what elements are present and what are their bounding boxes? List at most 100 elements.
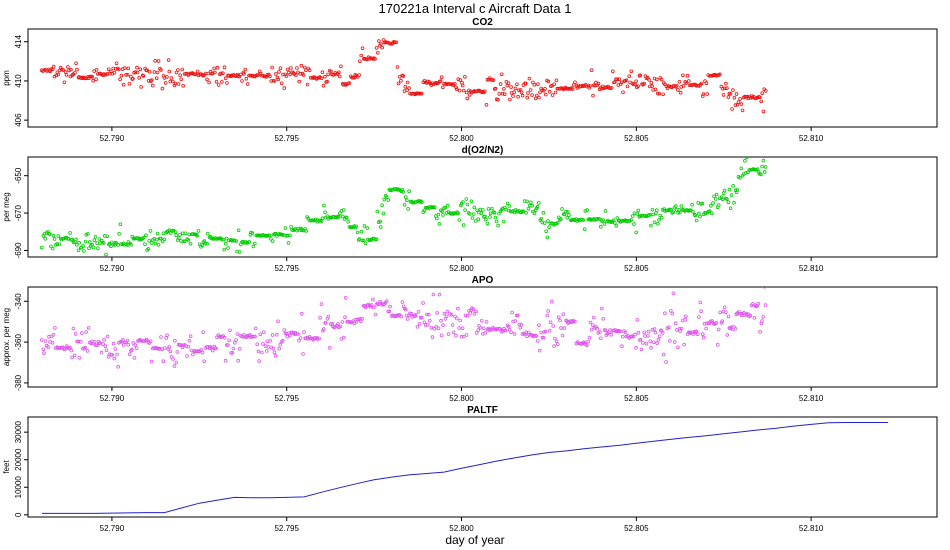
data-point — [281, 72, 285, 77]
data-point — [425, 312, 429, 317]
data-point — [508, 97, 512, 102]
data-point — [684, 81, 689, 85]
data-point — [561, 312, 566, 317]
data-point — [726, 314, 731, 319]
data-point — [336, 70, 341, 75]
data-point — [236, 228, 241, 233]
data-point — [435, 311, 440, 315]
data-point — [321, 83, 326, 88]
data-point — [354, 224, 359, 229]
data-point — [581, 218, 586, 222]
data-point — [393, 40, 397, 44]
data-point — [503, 328, 508, 333]
data-point — [678, 329, 682, 333]
data-point — [759, 172, 763, 177]
data-point — [431, 205, 436, 210]
data-point — [118, 77, 122, 81]
panel-title: PALTF — [467, 405, 498, 416]
data-point — [168, 349, 173, 354]
data-point — [554, 339, 559, 344]
data-point — [602, 222, 607, 226]
data-point — [573, 80, 577, 85]
data-point — [728, 92, 733, 96]
data-point — [599, 306, 604, 311]
data-point — [476, 88, 481, 93]
data-point — [481, 208, 485, 212]
data-point — [188, 334, 193, 339]
data-point — [505, 201, 510, 206]
data-point — [732, 96, 737, 100]
data-point — [511, 319, 515, 324]
data-point — [148, 229, 153, 233]
data-point — [562, 212, 567, 217]
data-point — [506, 81, 511, 85]
data-point — [486, 207, 491, 211]
data-point — [603, 209, 608, 213]
data-point — [502, 326, 506, 331]
data-point — [541, 210, 546, 215]
data-point — [215, 65, 220, 70]
data-point — [679, 326, 684, 331]
data-point — [138, 67, 143, 71]
data-point — [630, 214, 635, 218]
data-point — [473, 219, 478, 223]
data-point — [105, 334, 110, 339]
data-point — [56, 72, 61, 77]
panel-title: CO2 — [472, 17, 493, 28]
data-point — [342, 335, 346, 340]
data-point — [336, 322, 340, 326]
data-point — [70, 237, 75, 242]
x-tick-label: 52.805 — [624, 524, 649, 533]
data-point — [231, 346, 236, 351]
data-point — [524, 330, 529, 335]
data-point — [338, 211, 342, 216]
data-point — [42, 351, 46, 356]
data-point — [550, 93, 555, 97]
data-point — [601, 316, 605, 321]
data-point — [456, 211, 460, 216]
data-point — [673, 321, 678, 326]
data-point — [91, 245, 96, 250]
data-point — [43, 236, 47, 241]
data-point — [270, 333, 275, 337]
data-point — [313, 217, 318, 222]
data-point — [439, 318, 443, 323]
data-point — [377, 39, 381, 43]
x-tick-label: 52.800 — [449, 134, 474, 143]
data-point — [52, 237, 57, 241]
data-point — [358, 59, 362, 64]
data-point — [304, 229, 309, 233]
data-point — [319, 302, 324, 306]
data-point — [50, 340, 55, 345]
data-point — [425, 79, 430, 84]
data-point — [94, 77, 98, 81]
data-point — [565, 216, 570, 220]
data-point — [546, 219, 550, 223]
data-point — [70, 355, 74, 360]
data-point — [304, 68, 308, 72]
data-point — [761, 158, 766, 163]
data-point — [180, 67, 185, 72]
data-point — [100, 238, 104, 243]
data-point — [551, 324, 555, 328]
data-point — [559, 326, 563, 330]
data-point — [442, 311, 447, 316]
data-point — [543, 92, 548, 97]
data-point — [92, 340, 97, 344]
data-point — [526, 91, 530, 95]
x-tick-label: 52.790 — [100, 394, 125, 403]
data-point — [268, 233, 272, 238]
data-point — [509, 330, 513, 335]
data-point — [264, 74, 269, 79]
data-point — [585, 208, 589, 212]
data-point — [527, 76, 532, 81]
data-point — [350, 75, 354, 80]
data-point — [153, 58, 158, 63]
data-point — [83, 239, 88, 244]
x-tick-label: 52.800 — [449, 394, 474, 403]
data-point — [516, 94, 520, 99]
data-point — [402, 203, 407, 207]
data-point — [270, 65, 274, 70]
data-point — [476, 217, 481, 222]
data-point — [97, 237, 102, 241]
